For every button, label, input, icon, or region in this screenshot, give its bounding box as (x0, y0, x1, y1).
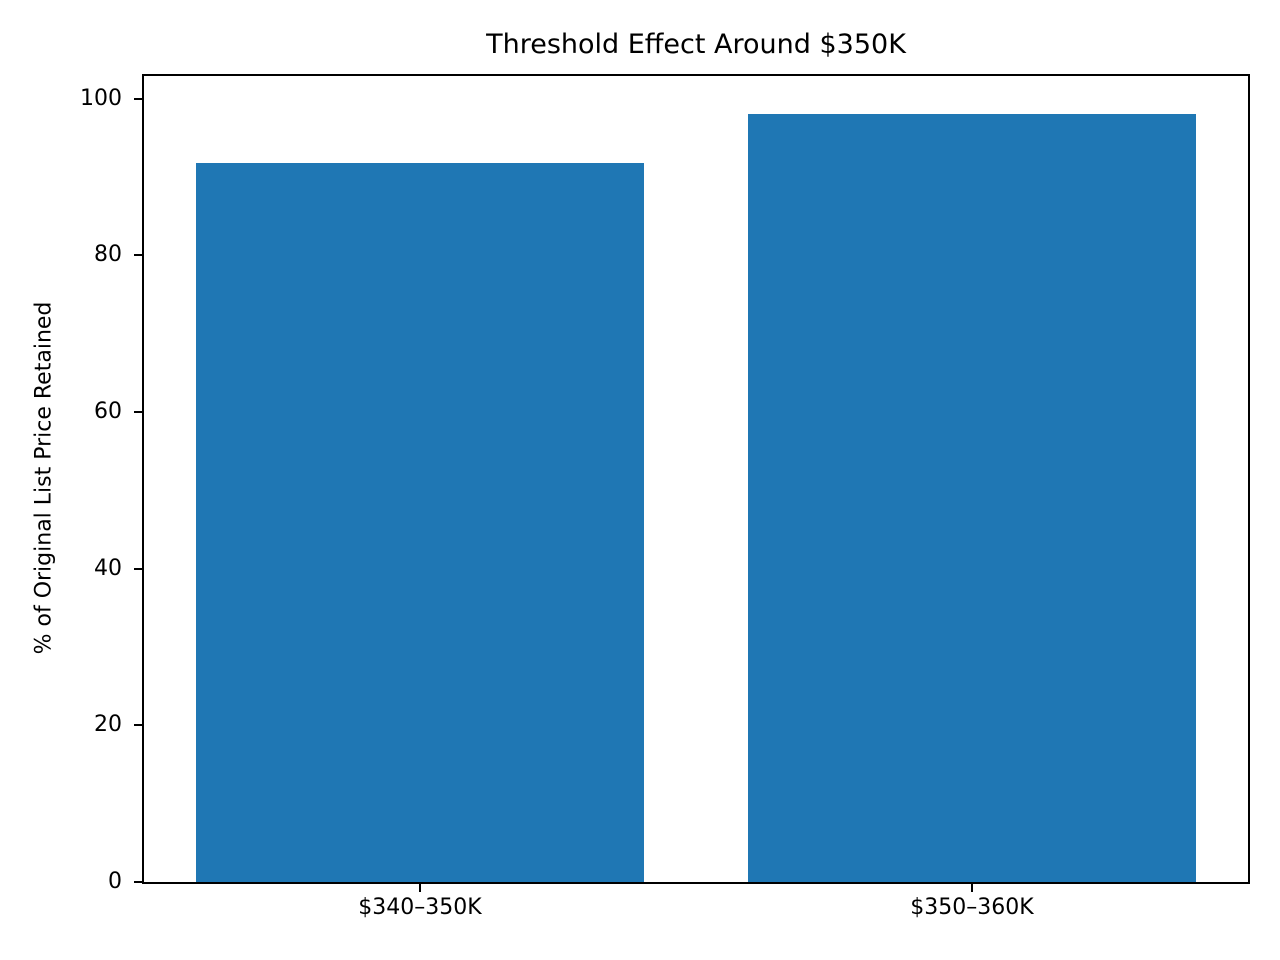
y-axis-label: % of Original List Price Retained (31, 301, 57, 655)
plot-area (142, 74, 1250, 884)
x-tick-mark (971, 884, 973, 892)
y-tick-mark (134, 881, 142, 883)
y-tick-mark (134, 254, 142, 257)
x-tick-label: $350–360K (910, 895, 1034, 920)
y-tick-label: 0 (108, 869, 122, 894)
y-tick-label: 40 (94, 555, 122, 581)
y-tick-mark (134, 567, 142, 570)
y-tick-label: 100 (80, 85, 122, 111)
y-tick-mark (134, 411, 142, 414)
chart-title: Threshold Effect Around $350K (486, 29, 906, 60)
y-tick-label: 20 (94, 712, 122, 738)
bar-1 (748, 114, 1196, 882)
y-tick-mark (134, 97, 142, 100)
x-tick-label: $340–350K (358, 895, 482, 920)
y-tick-label: 60 (94, 399, 122, 425)
y-tick-label: 80 (94, 242, 122, 268)
y-tick-mark (134, 724, 142, 727)
bar-0 (196, 162, 644, 882)
x-tick-mark (419, 884, 421, 892)
